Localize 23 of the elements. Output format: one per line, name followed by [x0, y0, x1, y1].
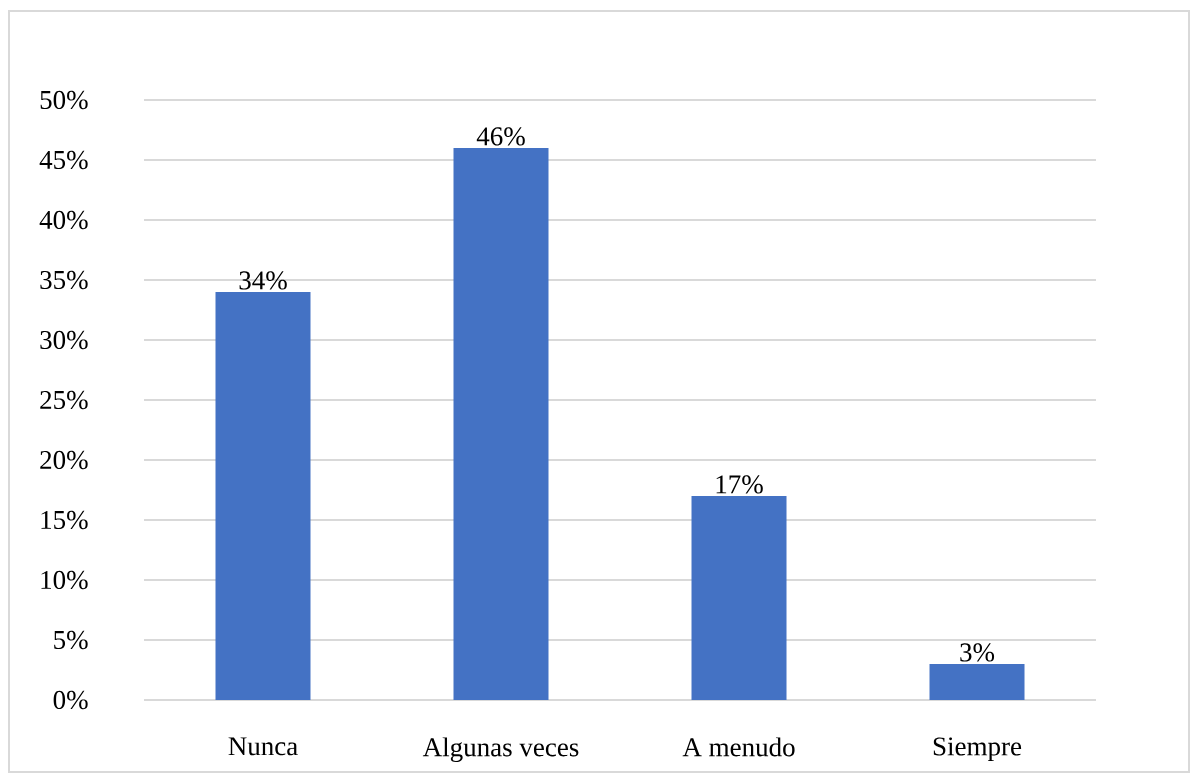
x-tick-label: Siempre [933, 737, 1022, 762]
y-tick-label: 15% [41, 510, 88, 530]
data-label: 17% [716, 475, 763, 494]
x-tick-label: Nunca [228, 737, 298, 756]
data-label: 46% [476, 127, 525, 146]
y-tick-label: 35% [40, 270, 88, 290]
x-tick-label: Algunas veces [422, 737, 579, 762]
y-tick-label: 30% [40, 330, 88, 350]
y-tick-label: 50% [40, 90, 88, 110]
y-tick-label: 25% [40, 390, 88, 410]
y-tick-label: 20% [40, 450, 88, 470]
bar [929, 664, 1025, 700]
y-tick-label: 10% [41, 570, 88, 590]
data-label: 3% [960, 643, 995, 662]
y-tick-label: 40% [39, 210, 88, 230]
y-tick-label: 0% [53, 690, 88, 710]
y-tick-label: 5% [54, 630, 88, 650]
bar [215, 291, 311, 700]
x-tick-label: A menudo [682, 737, 795, 757]
data-label: 34% [239, 271, 287, 290]
y-tick-label: 45% [39, 150, 88, 170]
bar [691, 496, 787, 700]
bar [453, 147, 549, 700]
